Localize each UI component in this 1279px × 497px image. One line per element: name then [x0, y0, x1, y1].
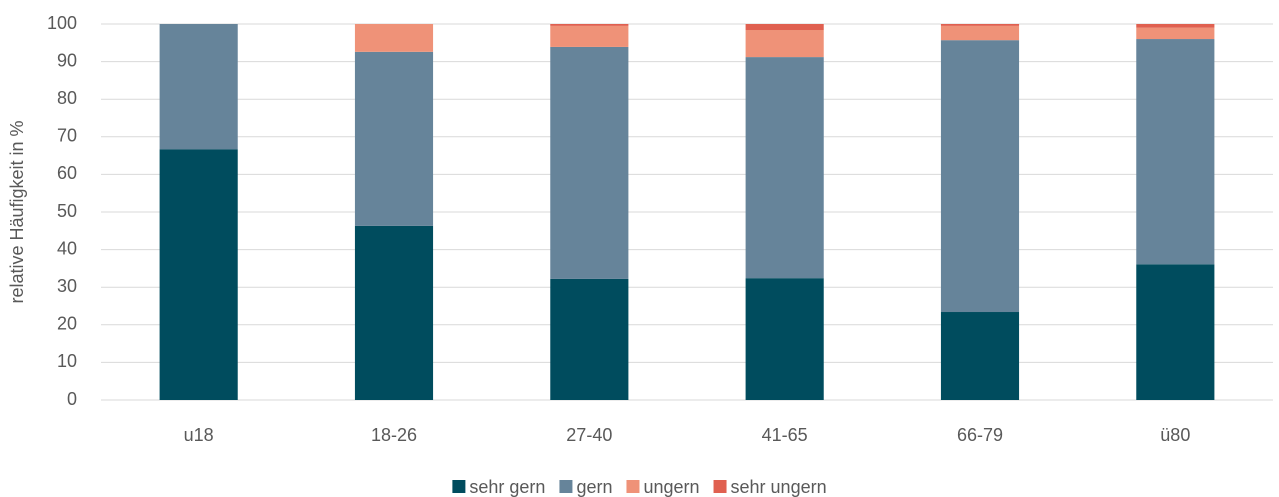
y-tick-label: 70	[57, 126, 77, 146]
legend-label: gern	[576, 477, 612, 497]
bar-segment	[354, 24, 434, 52]
y-tick-label: 60	[57, 163, 77, 183]
bar-segment	[159, 149, 238, 400]
bar-segment	[1136, 24, 1215, 28]
bar-segment	[940, 312, 1020, 400]
bar-segment	[550, 25, 629, 47]
y-tick-label: 90	[57, 50, 77, 70]
bar-segment	[1136, 27, 1215, 40]
y-tick-label: 20	[57, 314, 77, 334]
bar-segment	[159, 24, 238, 150]
bar-segment	[1136, 39, 1215, 265]
bar-segment	[550, 24, 629, 26]
x-tick-label: 66-79	[957, 425, 1003, 445]
y-tick-label: 0	[67, 389, 77, 409]
bar-segment	[940, 40, 1020, 313]
bar-segment	[745, 24, 824, 31]
y-tick-label: 50	[57, 201, 77, 221]
bar-segment	[550, 46, 629, 279]
legend-swatch	[626, 480, 640, 493]
bar-segment	[354, 51, 434, 226]
bar-segment	[940, 25, 1020, 41]
y-tick-label: 80	[57, 88, 77, 108]
y-tick-label: 100	[47, 13, 77, 33]
legend-label: sehr gern	[469, 477, 545, 497]
bar-segment	[1136, 264, 1215, 400]
x-tick-label: ü80	[1160, 425, 1190, 445]
x-tick-label: u18	[184, 425, 214, 445]
legend: sehr gern gern ungern sehr ungern	[452, 477, 827, 497]
y-axis-label: relative Häufigkeit in %	[7, 120, 27, 303]
legend-swatch	[559, 480, 573, 493]
x-tick-label: 27-40	[566, 425, 612, 445]
y-tick-label: 40	[57, 238, 77, 258]
x-tick-label: 41-65	[762, 425, 808, 445]
legend-swatch	[713, 480, 727, 493]
legend-label: ungern	[643, 477, 699, 497]
bar-segment	[940, 24, 1020, 26]
bar-segment	[745, 278, 824, 400]
legend-swatch	[452, 480, 466, 493]
bar-segment	[354, 225, 434, 400]
bar-segment	[745, 57, 824, 279]
x-tick-label: 18-26	[371, 425, 417, 445]
bar-segment	[550, 278, 629, 400]
bar-segment	[745, 30, 824, 58]
y-tick-label: 30	[57, 276, 77, 296]
legend-label: sehr ungern	[731, 477, 827, 497]
y-tick-label: 10	[57, 351, 77, 371]
